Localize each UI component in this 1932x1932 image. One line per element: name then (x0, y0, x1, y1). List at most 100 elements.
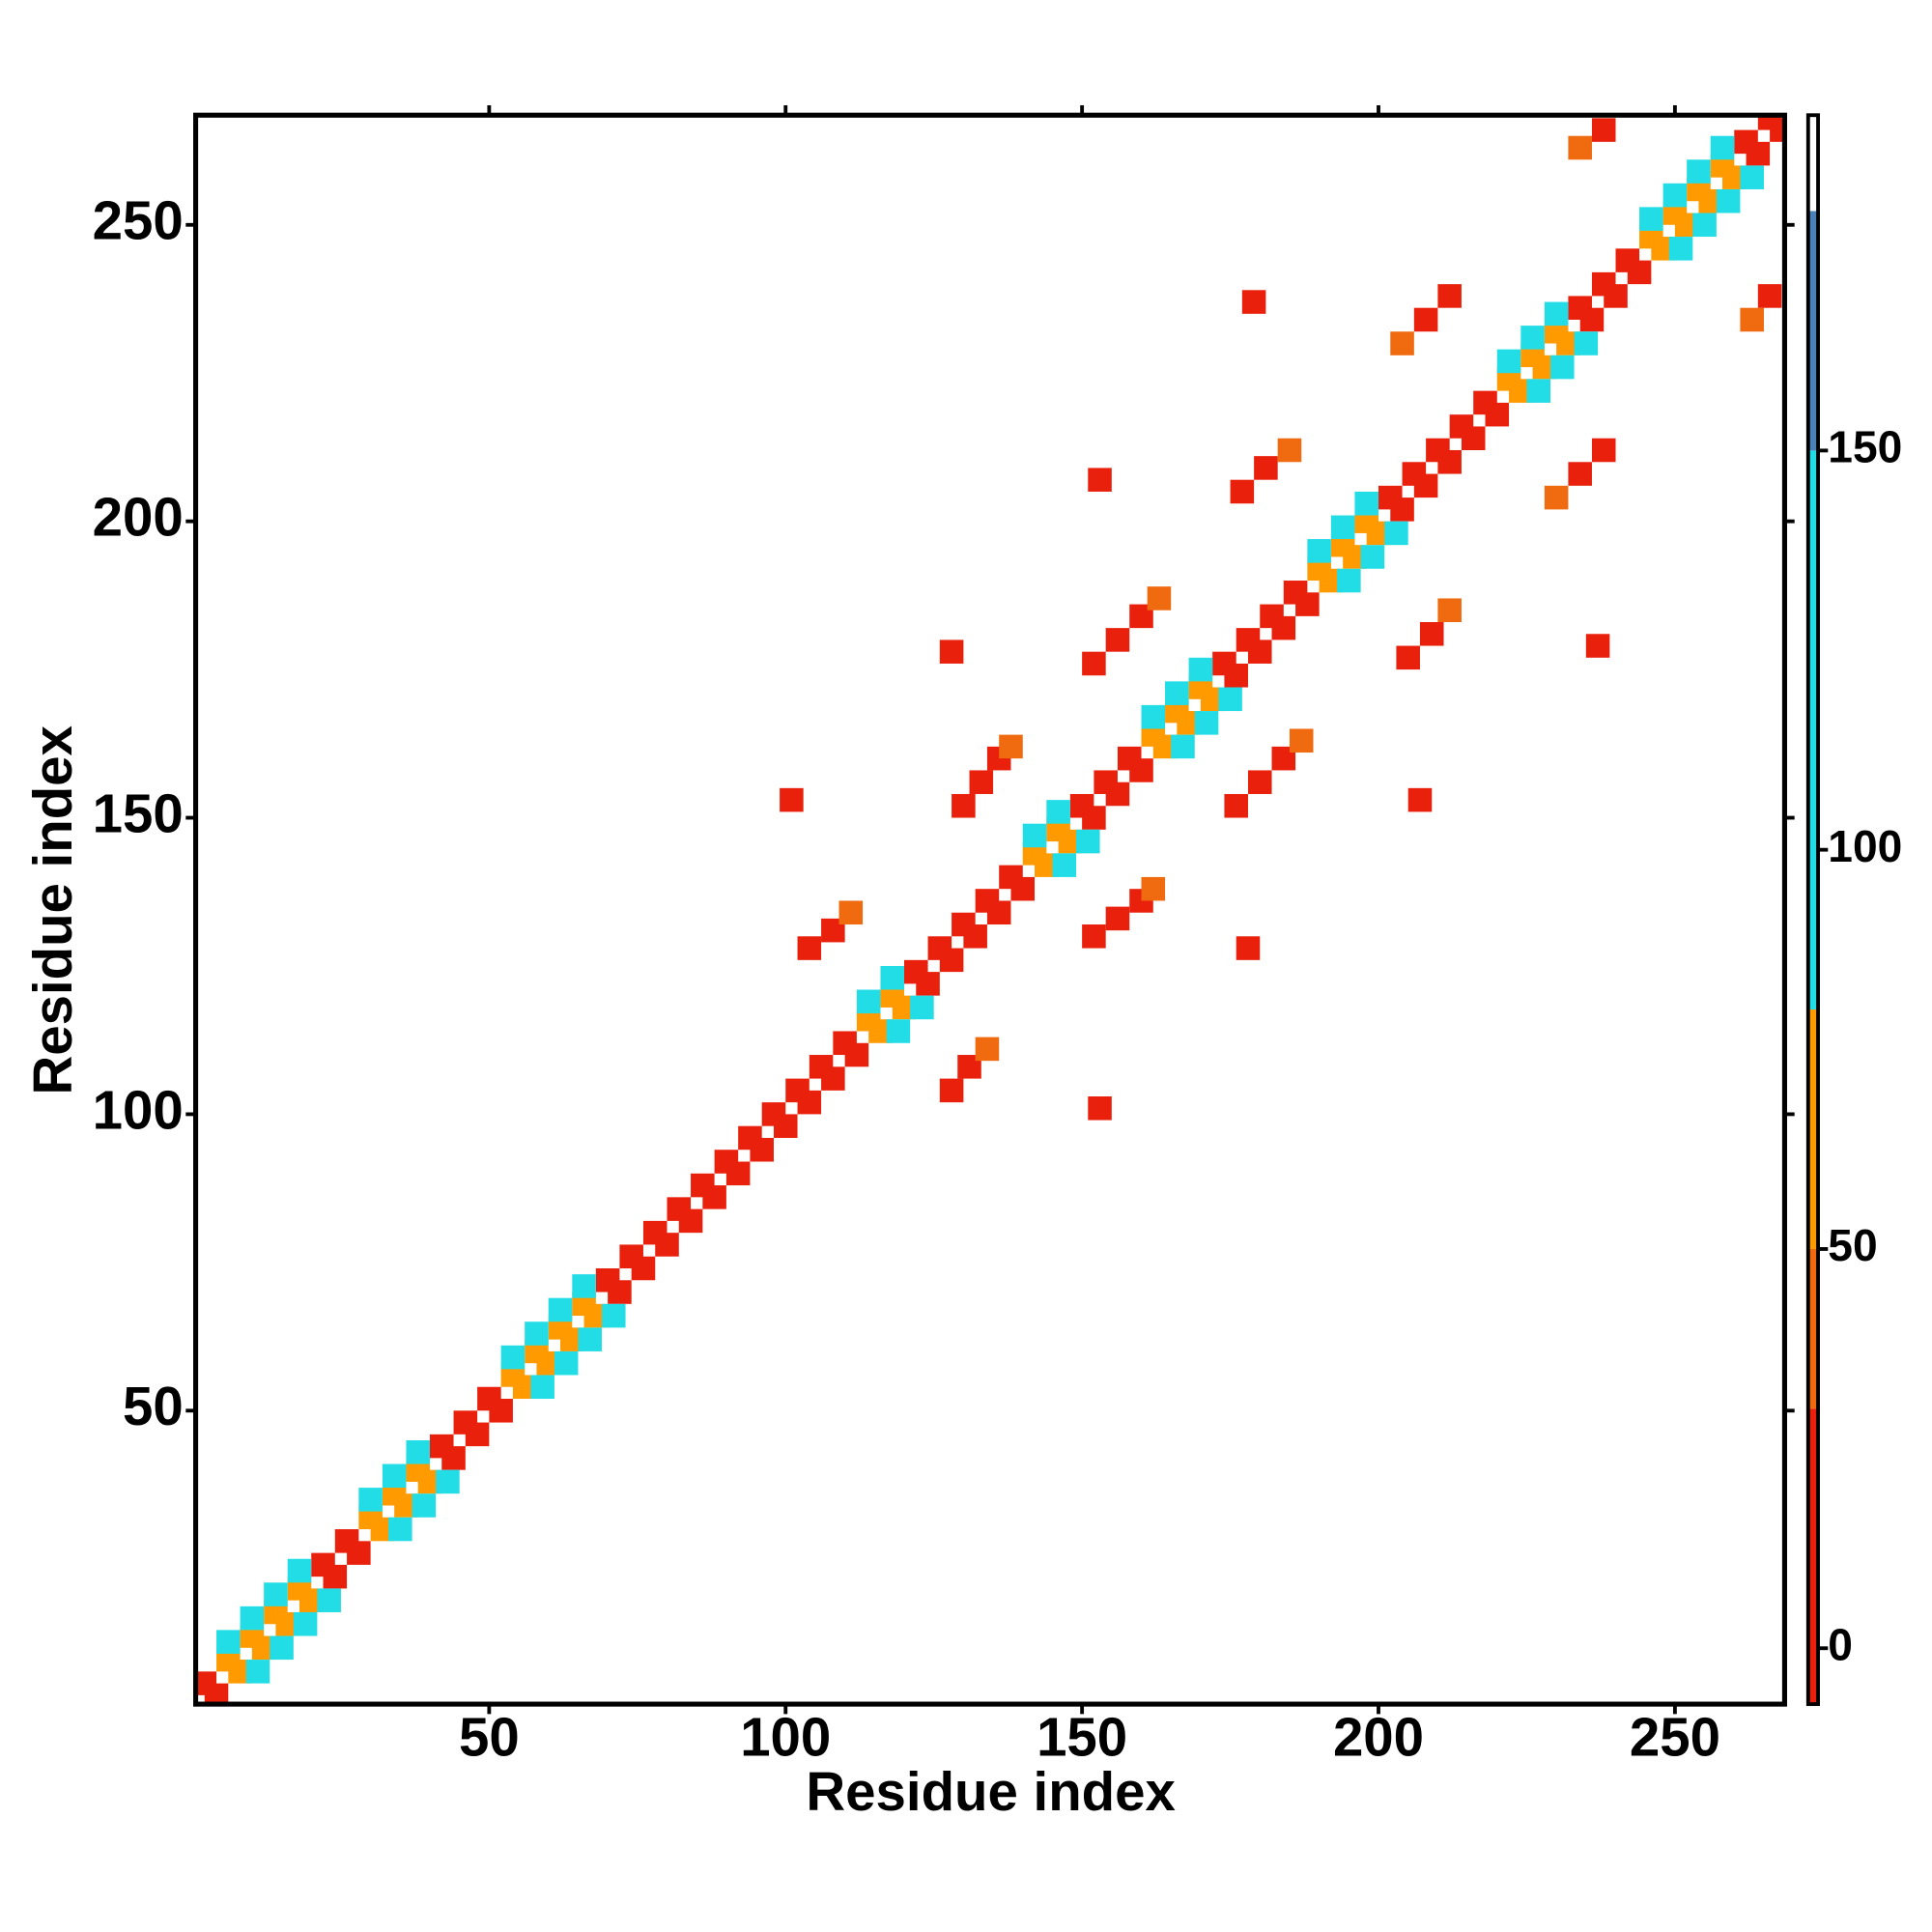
heatmap-cell (1496, 349, 1521, 374)
heatmap-cell (293, 1611, 318, 1636)
heatmap-cell (465, 1422, 490, 1447)
heatmap-cell (886, 1019, 911, 1043)
heatmap-cell (347, 1541, 371, 1565)
plot-frame (193, 112, 1787, 1707)
y-tick-label: 150 (93, 782, 184, 843)
heatmap-cell (1295, 592, 1320, 616)
heatmap-cell (880, 965, 905, 990)
y-tick-label: 50 (123, 1376, 184, 1436)
heatmap-cell (1337, 568, 1361, 593)
colorbar-tick-label: 0 (1828, 1619, 1853, 1669)
colorbar-tick-label: 150 (1828, 422, 1902, 472)
heatmap-cell (1105, 628, 1130, 652)
heatmap-cell (773, 1114, 798, 1138)
heatmap-cell (1075, 829, 1100, 854)
heatmap-cell (436, 1469, 460, 1494)
heatmap-cell (1413, 307, 1438, 332)
heatmap-cell (631, 1256, 656, 1281)
heatmap-cell (264, 1582, 288, 1606)
heatmap-cell (1082, 651, 1106, 676)
heatmap-cell (1437, 284, 1462, 308)
heatmap-cell (856, 989, 881, 1014)
y-tick-label: 100 (93, 1079, 184, 1140)
heatmap-cell (1461, 426, 1486, 451)
heatmap-cell (939, 639, 964, 664)
heatmap-cell (1437, 598, 1462, 622)
heatmap (195, 115, 1785, 1705)
heatmap-cell (1271, 615, 1296, 640)
heatmap-cell (1585, 634, 1610, 658)
heatmap-cell (969, 770, 994, 794)
heatmap-cell (1639, 207, 1663, 231)
heatmap-cell (1390, 331, 1414, 355)
heatmap-cell (572, 1274, 596, 1298)
colorbar-segment (1807, 1248, 1819, 1409)
y-axis-title: Residue index (22, 725, 83, 1094)
heatmap-cell (1082, 806, 1106, 830)
heatmap-cell (1105, 781, 1130, 807)
heatmap-cell (412, 1493, 437, 1518)
heatmap-cell (1687, 159, 1711, 184)
heatmap-cell (1604, 284, 1628, 308)
heatmap-cell (725, 1161, 751, 1186)
heatmap-cell (406, 1439, 430, 1464)
heatmap-cell (323, 1564, 348, 1589)
x-tick-label: 250 (1630, 1706, 1720, 1767)
heatmap-cell (1413, 473, 1438, 498)
heatmap-cell (975, 1037, 1000, 1062)
heatmap-cell (240, 1605, 265, 1631)
heatmap-cell (1289, 728, 1314, 753)
heatmap-cell (1550, 355, 1575, 380)
x-tick-label: 150 (1037, 1706, 1127, 1767)
heatmap-cell (1247, 639, 1272, 664)
heatmap-cell (1082, 924, 1106, 949)
heatmap-cell (1088, 1096, 1112, 1121)
heatmap-cell (1010, 876, 1036, 901)
heatmap-cell (1141, 704, 1166, 729)
heatmap-cell (1591, 438, 1616, 463)
heatmap-cell (1544, 485, 1569, 510)
heatmap-cell (1188, 657, 1213, 682)
heatmap-cell (1579, 307, 1605, 332)
heatmap-cell (1194, 711, 1219, 735)
y-tick-label: 200 (93, 487, 184, 548)
heatmap-cell (1384, 521, 1408, 546)
heatmap-cell (1668, 237, 1693, 261)
x-tick-label: 200 (1333, 1706, 1424, 1767)
heatmap-cell (1390, 497, 1414, 522)
heatmap-cell (1254, 456, 1278, 480)
heatmap-cell (1419, 621, 1444, 646)
heatmap-cell (216, 1630, 241, 1654)
heatmap-cell (1224, 663, 1248, 688)
heatmap-cell (500, 1345, 526, 1370)
heatmap-cell (1710, 135, 1735, 160)
heatmap-cell (797, 936, 822, 960)
heatmap-cell (1360, 545, 1385, 569)
colorbar-segment (1807, 211, 1819, 451)
heatmap-cell (382, 1463, 407, 1489)
heatmap-cell (1354, 491, 1379, 516)
heatmap-cell (245, 1660, 270, 1684)
heatmap-cell (1568, 135, 1592, 160)
heatmap-cell (1141, 876, 1166, 901)
heatmap-cell (939, 948, 964, 973)
heatmap-cell (1218, 687, 1242, 712)
heatmap-cell (1716, 188, 1741, 213)
heatmap-cell (1165, 681, 1189, 705)
heatmap-cell (1241, 290, 1266, 314)
heatmap-cell (910, 995, 934, 1020)
heatmap-cell (939, 1078, 964, 1103)
heatmap-cell (1627, 260, 1652, 285)
heatmap-cell (1105, 906, 1130, 931)
heatmap-cell (1307, 539, 1331, 563)
heatmap-cell (204, 1683, 229, 1705)
heatmap-cell (317, 1588, 341, 1612)
heatmap-cell (1740, 307, 1764, 332)
heatmap-cell (1526, 379, 1551, 403)
heatmap-cell (797, 1090, 822, 1115)
heatmap-cell (1520, 326, 1545, 350)
heatmap-cell (1662, 183, 1688, 208)
heatmap-cell (1230, 479, 1255, 504)
